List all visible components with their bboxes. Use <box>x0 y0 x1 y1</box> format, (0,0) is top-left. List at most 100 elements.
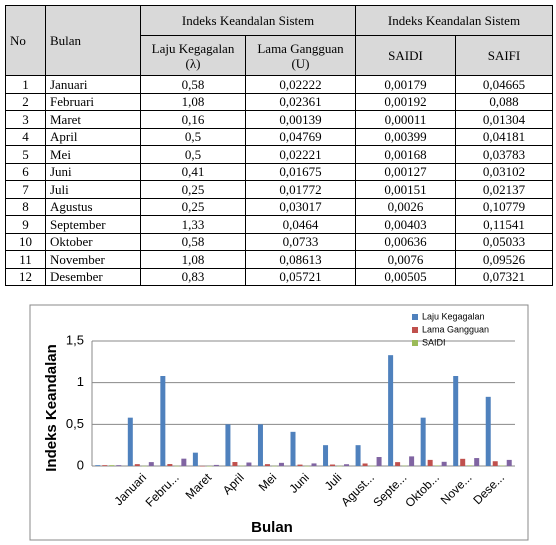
bar <box>232 462 238 466</box>
bar <box>492 461 498 466</box>
legend-swatch <box>412 327 418 333</box>
table-cell: 0,04665 <box>455 75 553 94</box>
table-cell: 1,08 <box>140 250 246 269</box>
table-cell: 0,00151 <box>355 180 456 199</box>
table-cell: 0,07321 <box>455 267 553 286</box>
table-cell: 10 <box>5 232 46 251</box>
bar <box>409 456 415 466</box>
table-cell: 7 <box>5 180 46 199</box>
table-cell: 0,00505 <box>355 267 456 286</box>
bar <box>290 431 296 466</box>
table-cell: 0,02137 <box>455 180 553 199</box>
table-row: 2 Februari 1,08 0,02361 0,00192 0,088 <box>5 92 553 111</box>
table-cell: 0,00399 <box>355 127 456 146</box>
table-cell: 3 <box>5 110 46 129</box>
table-row: 4 April 0,5 0,04769 0,00399 0,04181 <box>5 127 553 146</box>
table-cell: 0,00403 <box>355 215 456 234</box>
table-cell: Februari <box>45 92 141 111</box>
bar <box>474 458 480 466</box>
bar <box>460 458 466 466</box>
table-cell: 0,5 <box>140 127 246 146</box>
table-cell: 0,5 <box>140 145 246 164</box>
table-cell: 0,08613 <box>245 250 356 269</box>
table-cell: Januari <box>45 75 141 94</box>
header-cell: Lama Gangguan (U) <box>245 35 356 76</box>
table-cell: 0,09526 <box>455 250 553 269</box>
bar <box>239 465 245 467</box>
table-cell: Desember <box>45 267 141 286</box>
table-cell: 0,0076 <box>355 250 456 269</box>
table-cell: Mei <box>45 145 141 164</box>
table-cell: 12 <box>5 267 46 286</box>
table-cell: Juni <box>45 162 141 181</box>
bar <box>116 465 122 466</box>
table-cell: 0,41 <box>140 162 246 181</box>
table-cell: 0,02221 <box>245 145 356 164</box>
y-axis-label: Indeks Keandalan <box>43 344 60 472</box>
table-cell: 0,0733 <box>245 232 356 251</box>
legend-label: Laju Kegagalan <box>422 311 485 321</box>
table-cell: 8 <box>5 197 46 216</box>
table-cell: 11 <box>5 250 46 269</box>
table-cell: 5 <box>5 145 46 164</box>
table-row: 6 Juni 0,41 0,01675 0,00127 0,03102 <box>5 162 553 181</box>
bar <box>362 463 368 466</box>
header-cell: No <box>5 5 46 76</box>
table-row: 8 Agustus 0,25 0,03017 0,0026 0,10779 <box>5 197 553 216</box>
table-cell: 0,02222 <box>245 75 356 94</box>
table-cell: Juli <box>45 180 141 199</box>
bar <box>304 465 310 467</box>
table-cell: 0,04769 <box>245 127 356 146</box>
table-cell: 0,03102 <box>455 162 553 181</box>
chart: Indeks Keandalan Bulan 00,511,5JanuariFe… <box>29 304 529 541</box>
table-row: 5 Mei 0,5 0,02221 0,00168 0,03783 <box>5 145 553 164</box>
table-row: 3 Maret 0,16 0,00139 0,00011 0,01304 <box>5 110 553 129</box>
table-cell: 0,83 <box>140 267 246 286</box>
table-cell: April <box>45 127 141 146</box>
bar <box>467 465 473 466</box>
table-cell: 0,11541 <box>455 215 553 234</box>
bar <box>246 462 252 466</box>
bar <box>174 465 180 467</box>
header-cell: Indeks Keandalan Sistem <box>140 5 356 36</box>
data-table: No Bulan Indeks Keandalan Sistem Indeks … <box>5 5 553 286</box>
bar <box>134 464 140 466</box>
bar <box>160 376 166 466</box>
bar <box>355 445 361 466</box>
bar <box>257 424 263 466</box>
y-tick-label: 0 <box>77 457 84 472</box>
table-cell: 2 <box>5 92 46 111</box>
table-cell: 0,00636 <box>355 232 456 251</box>
bar <box>441 461 447 466</box>
bar <box>199 465 205 467</box>
table-row: 11 November 1,08 0,08613 0,0076 0,09526 <box>5 250 553 269</box>
table-row: 12 Desember 0,83 0,05721 0,00505 0,07321 <box>5 267 553 286</box>
bar <box>323 445 329 466</box>
header-cell: SAIDI <box>355 35 456 76</box>
table-cell: Maret <box>45 110 141 129</box>
bar <box>264 464 270 466</box>
table-cell: 0,00127 <box>355 162 456 181</box>
bar <box>427 459 433 466</box>
table-cell: 0,16 <box>140 110 246 129</box>
table-cell: 1,08 <box>140 92 246 111</box>
table-cell: 0,10779 <box>455 197 553 216</box>
bar <box>102 465 108 466</box>
table-cell: November <box>45 250 141 269</box>
table-cell: 0,0464 <box>245 215 356 234</box>
table-cell: 0,05721 <box>245 267 356 286</box>
table-cell: 0,58 <box>140 75 246 94</box>
table-row: 1 Januari 0,58 0,02222 0,00179 0,04665 <box>5 75 553 94</box>
bar <box>344 464 350 466</box>
table-cell: 0,01304 <box>455 110 553 129</box>
table-cell: Oktober <box>45 232 141 251</box>
table-row: 7 Juli 0,25 0,01772 0,00151 0,02137 <box>5 180 553 199</box>
table-cell: Agustus <box>45 197 141 216</box>
table-cell: 0,00139 <box>245 110 356 129</box>
bar <box>369 465 375 467</box>
y-tick-label: 0,5 <box>66 416 84 431</box>
table-cell: 4 <box>5 127 46 146</box>
bar <box>95 465 101 466</box>
x-axis-label: Bulan <box>251 519 293 536</box>
table-cell: 0,0026 <box>355 197 456 216</box>
